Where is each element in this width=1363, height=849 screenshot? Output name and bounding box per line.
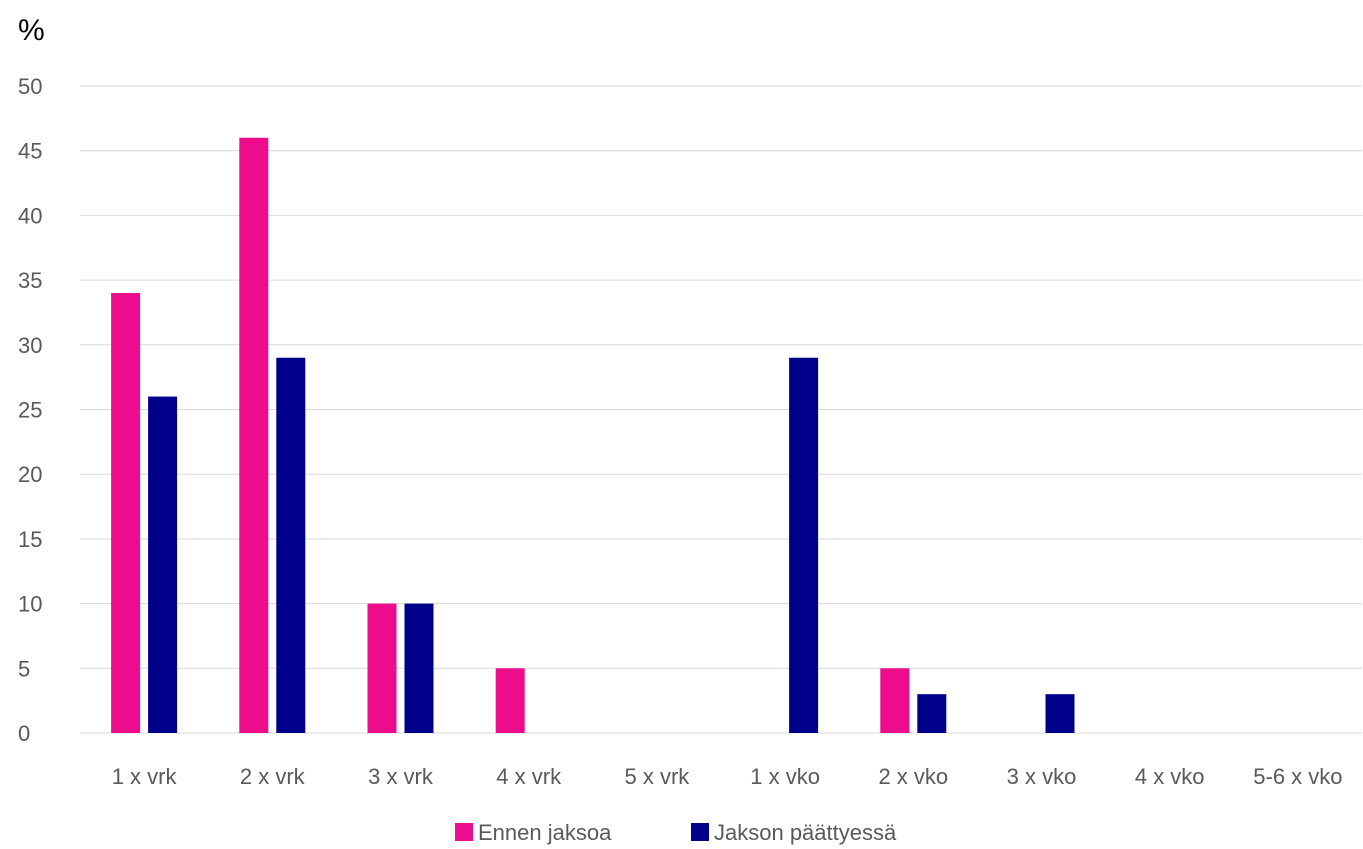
legend-swatch [455, 823, 473, 841]
y-axis-ticks: 0 5 10 15 20 25 30 35 40 45 50 [18, 74, 42, 746]
x-tick-label: 1 x vko [750, 764, 820, 789]
y-tick-label: 35 [18, 268, 42, 293]
bar-jakson-paattyessa [404, 603, 434, 733]
x-axis-ticks: 1 x vrk 2 x vrk 3 x vrk 4 x vrk 5 x vrk 1 x v… [112, 764, 1343, 789]
y-unit-label: % [18, 14, 45, 47]
x-tick-label: 4 x vrk [496, 764, 562, 789]
y-tick-label: 40 [18, 203, 42, 228]
bar-jakson-paattyessa [148, 396, 178, 733]
y-tick-label: 20 [18, 462, 42, 487]
bar-ennen-jaksoa [367, 603, 397, 733]
x-tick-label: 3 x vrk [368, 764, 434, 789]
x-tick-label: 5-6 x vko [1253, 764, 1342, 789]
x-tick-label: 5 x vrk [625, 764, 691, 789]
legend-label: Jakson päättyessä [714, 820, 897, 845]
y-tick-label: 25 [18, 398, 42, 423]
x-tick-label: 3 x vko [1007, 764, 1077, 789]
bar-ennen-jaksoa [239, 137, 269, 733]
bar-ennen-jaksoa [880, 668, 910, 733]
x-tick-label: 2 x vko [878, 764, 948, 789]
bar-ennen-jaksoa [111, 293, 141, 733]
legend: Ennen jaksoa Jakson päättyessä [455, 820, 897, 845]
bar-jakson-paattyessa [917, 694, 947, 733]
y-tick-label: 50 [18, 74, 42, 99]
y-tick-label: 30 [18, 333, 42, 358]
y-tick-label: 45 [18, 139, 42, 164]
gridlines [80, 85, 1362, 734]
legend-label: Ennen jaksoa [478, 820, 612, 845]
bar-ennen-jaksoa [495, 668, 525, 733]
x-tick-label: 2 x vrk [240, 764, 306, 789]
bar-jakson-paattyessa [276, 357, 306, 733]
bar-jakson-paattyessa [1045, 694, 1075, 733]
legend-swatch [691, 823, 709, 841]
y-tick-label: 5 [18, 656, 30, 681]
bars [111, 137, 1075, 733]
x-tick-label: 4 x vko [1135, 764, 1205, 789]
x-tick-label: 1 x vrk [112, 764, 178, 789]
bar-jakson-paattyessa [789, 357, 819, 733]
y-tick-label: 0 [18, 721, 30, 746]
y-tick-label: 15 [18, 527, 42, 552]
y-tick-label: 10 [18, 592, 42, 617]
